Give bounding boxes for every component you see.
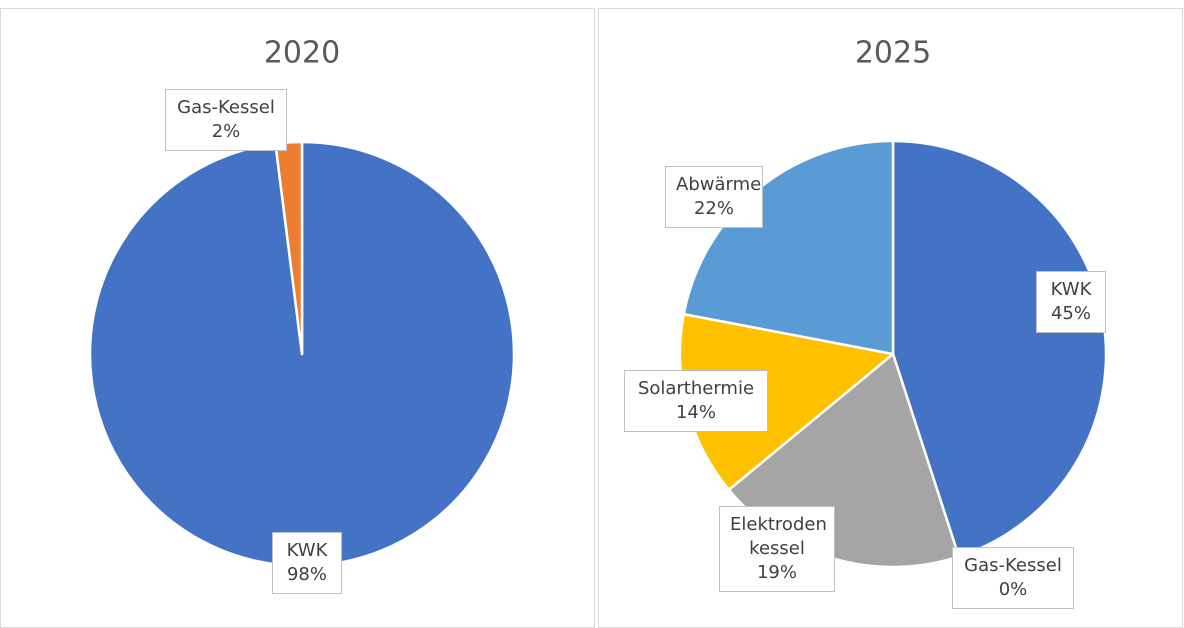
- label-category: Gas-Kessel: [177, 97, 275, 118]
- label-category: Solarthermie: [637, 378, 755, 399]
- label-category: KWK: [286, 540, 328, 561]
- data-label: Solarthermie 14%: [624, 370, 768, 432]
- label-category: KWK: [1050, 279, 1092, 300]
- data-label: Gas-Kessel 0%: [952, 547, 1074, 609]
- label-value: 45%: [1050, 303, 1091, 324]
- data-label: KWK 45%: [1036, 271, 1106, 333]
- chart-title: 2025: [855, 36, 931, 71]
- label-value: 19%: [756, 562, 797, 583]
- data-label: Elektroden kessel 19%: [719, 506, 835, 592]
- label-value: 0%: [998, 579, 1028, 600]
- label-value: 22%: [693, 198, 734, 219]
- label-value: 14%: [675, 402, 716, 423]
- label-value: 2%: [211, 121, 241, 142]
- label-category: Abwärme: [676, 174, 762, 195]
- chart-title: 2020: [264, 36, 340, 71]
- data-label: Abwärme 22%: [665, 166, 763, 228]
- label-value: 98%: [286, 564, 327, 585]
- data-label: KWK 98%: [272, 532, 342, 594]
- data-label: Gas-Kessel 2%: [165, 89, 287, 151]
- label-category: Elektroden kessel: [730, 514, 827, 559]
- label-category: Gas-Kessel: [964, 555, 1062, 576]
